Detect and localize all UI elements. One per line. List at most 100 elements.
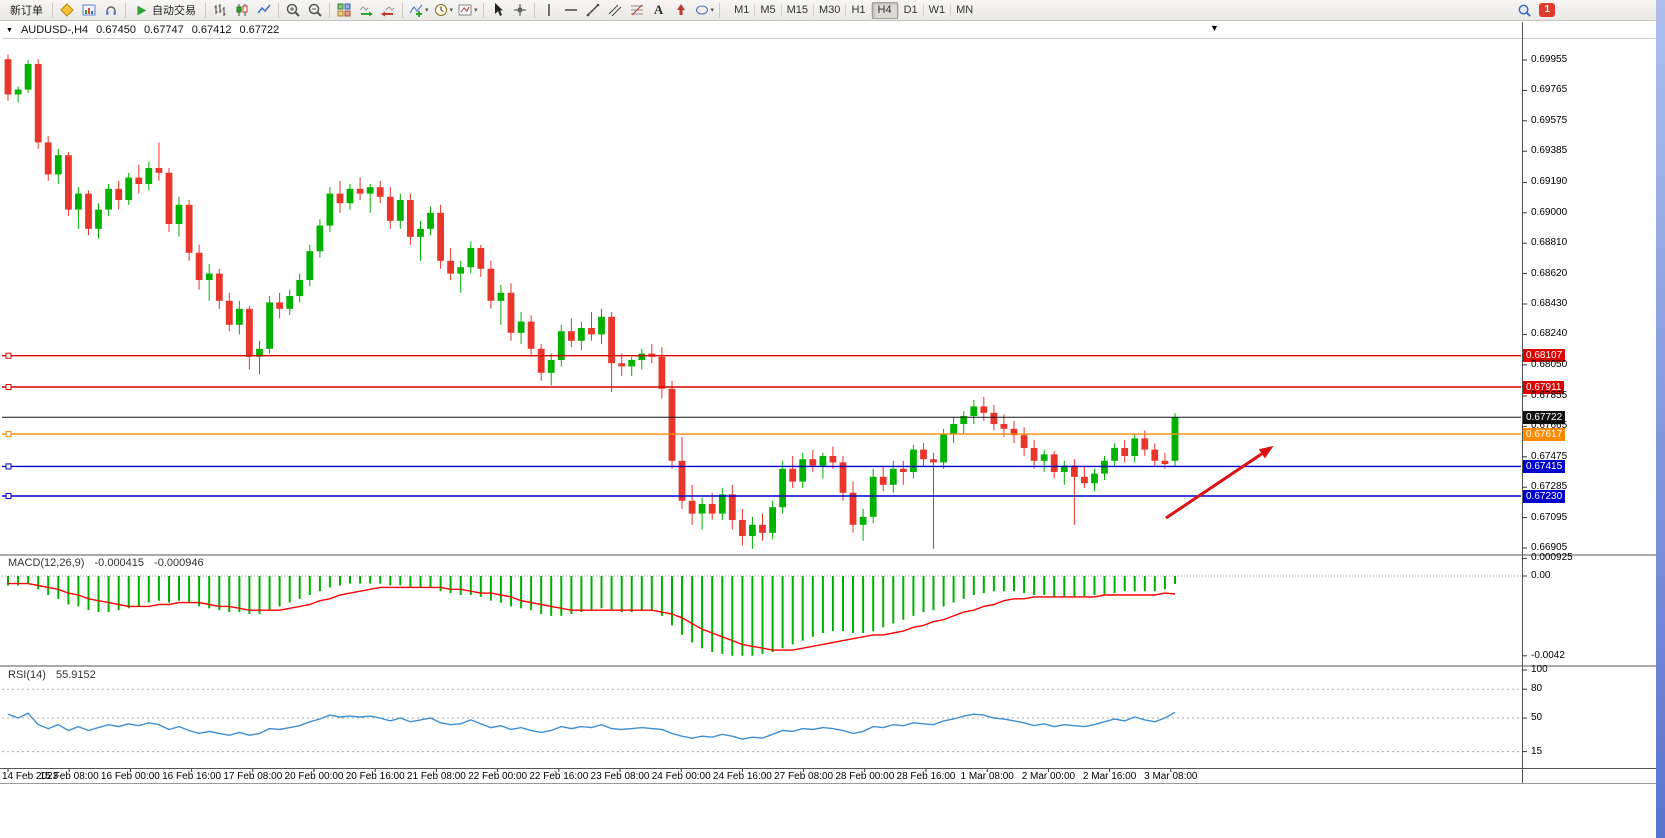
autotrade-play-icon [137, 5, 147, 15]
timeframe-button-w1[interactable]: W1 [928, 4, 946, 16]
chart-plot-area[interactable] [2, 39, 1521, 552]
zoom-in-button[interactable] [282, 1, 304, 20]
candle-body [447, 260, 454, 274]
line-handle[interactable] [5, 384, 12, 390]
notification-badge[interactable]: 1 [1539, 3, 1555, 17]
auto-scroll-button[interactable] [355, 1, 377, 20]
cursor-tool-button[interactable] [487, 1, 509, 20]
candle-body [578, 328, 585, 341]
crosshair-tool-button[interactable] [509, 1, 531, 20]
chart-shift-icon [381, 6, 395, 17]
line-handle[interactable] [5, 463, 12, 470]
auto-scroll-icon [359, 6, 373, 17]
candle-body [618, 363, 626, 367]
timeframe-button-d1[interactable]: D1 [903, 4, 918, 16]
timeframe-button-m1[interactable]: M1 [734, 4, 750, 16]
charts-window-button[interactable] [78, 1, 100, 20]
timeframe-separator [950, 3, 952, 17]
candle-body [135, 177, 143, 184]
candle-body [497, 292, 505, 301]
candlestick-mode-button[interactable] [231, 1, 253, 20]
candle-body [658, 356, 666, 389]
timeframe-button-m15[interactable]: M15 [786, 4, 809, 16]
candle-body [306, 251, 314, 280]
rsi-panel[interactable] [2, 669, 1521, 768]
vertical-line-tool-button[interactable] [538, 1, 560, 20]
window-right-edge [1656, 0, 1665, 838]
new-order-button[interactable]: 新订单 [4, 1, 49, 20]
templates-button[interactable]: ▾ [455, 1, 480, 20]
line-chart-icon [257, 4, 271, 14]
text-tool-button[interactable]: A [648, 1, 670, 20]
line-handle[interactable] [5, 493, 12, 499]
candle-body [336, 193, 344, 204]
timeframe-separator [870, 3, 872, 17]
support-headset-button[interactable] [100, 1, 122, 20]
time-axis[interactable] [2, 769, 1521, 783]
toolbar-separator [482, 2, 484, 18]
timeframe-button-m5[interactable]: M5 [760, 4, 776, 16]
macd-indicator-label: MACD(12,26,9) -0.000415 -0.000946 [8, 557, 204, 569]
candlestick-chart-icon [236, 4, 248, 16]
timeframe-button-m30[interactable]: M30 [819, 4, 841, 16]
metaeditor-button[interactable] [56, 1, 78, 20]
indicators-button[interactable]: ▾ [406, 1, 431, 20]
candle-body [477, 248, 485, 269]
candle-body [859, 516, 867, 525]
shapes-tool-button[interactable]: ▾ [692, 1, 717, 20]
line-chart-mode-button[interactable] [253, 1, 275, 20]
candle-body [910, 449, 917, 472]
new-order-label: 新订单 [10, 5, 43, 17]
timeframe-button-mn[interactable]: MN [956, 4, 974, 16]
toolbar-separator [719, 2, 721, 18]
candle-body [366, 187, 374, 194]
open-value: 0.67450 [96, 24, 136, 36]
periods-button[interactable]: ▾ [431, 1, 456, 20]
candle-body [970, 406, 978, 416]
timeframe-separator [754, 3, 756, 17]
candle-body [1071, 465, 1078, 477]
candle-body [1091, 473, 1098, 484]
timeframe-button-h4[interactable]: H4 [871, 1, 898, 19]
search-icon[interactable] [1517, 3, 1532, 18]
equidistant-channel-tool-button[interactable] [604, 1, 626, 20]
zoom-out-icon [308, 3, 322, 17]
arrow-marker-icon [676, 4, 685, 15]
text-icon: A [653, 2, 664, 17]
candle-body [24, 64, 32, 90]
arrows-tool-button[interactable] [670, 1, 692, 20]
candle-body [829, 456, 837, 463]
candle-body [165, 172, 173, 224]
trend-arrow[interactable] [1165, 449, 1267, 520]
collapse-triangle-icon[interactable]: ▼ [6, 26, 13, 34]
candle-body [487, 268, 495, 301]
charts-window-icon [82, 4, 96, 16]
candle-body [879, 476, 887, 485]
line-handle[interactable] [5, 352, 12, 359]
candle-body [517, 321, 525, 333]
horizontal-line-tool-button[interactable] [560, 1, 582, 20]
price-axis[interactable] [1522, 22, 1656, 768]
bar-chart-mode-button[interactable] [209, 1, 231, 20]
fibonacci-tool-button[interactable] [626, 1, 648, 20]
candle-body [527, 321, 535, 349]
candle-body [256, 348, 263, 357]
timeframe-button-h1[interactable]: H1 [851, 4, 866, 16]
zoom-in-icon [286, 3, 300, 17]
candle-body [427, 212, 434, 229]
line-handle[interactable] [5, 431, 12, 438]
candle-body [1000, 424, 1008, 429]
trendline-tool-button[interactable] [582, 1, 604, 20]
chart-ohlc-header: ▼ AUDUSD-,H4 0.67450 0.67747 0.67412 0.6… [6, 24, 279, 36]
zoom-out-button[interactable] [304, 1, 326, 20]
chart-scroll-marker-icon[interactable]: ▼ [1210, 23, 1219, 33]
auto-trading-button[interactable]: 自动交易 [129, 1, 202, 20]
tile-windows-button[interactable] [333, 1, 355, 20]
candle-body [688, 500, 696, 514]
candle-body [678, 460, 686, 501]
bar-chart-icon [214, 4, 226, 16]
macd-panel[interactable] [2, 558, 1521, 663]
chart-shift-button[interactable] [377, 1, 399, 20]
candle-body [1010, 428, 1018, 436]
high-value: 0.67747 [143, 24, 184, 36]
